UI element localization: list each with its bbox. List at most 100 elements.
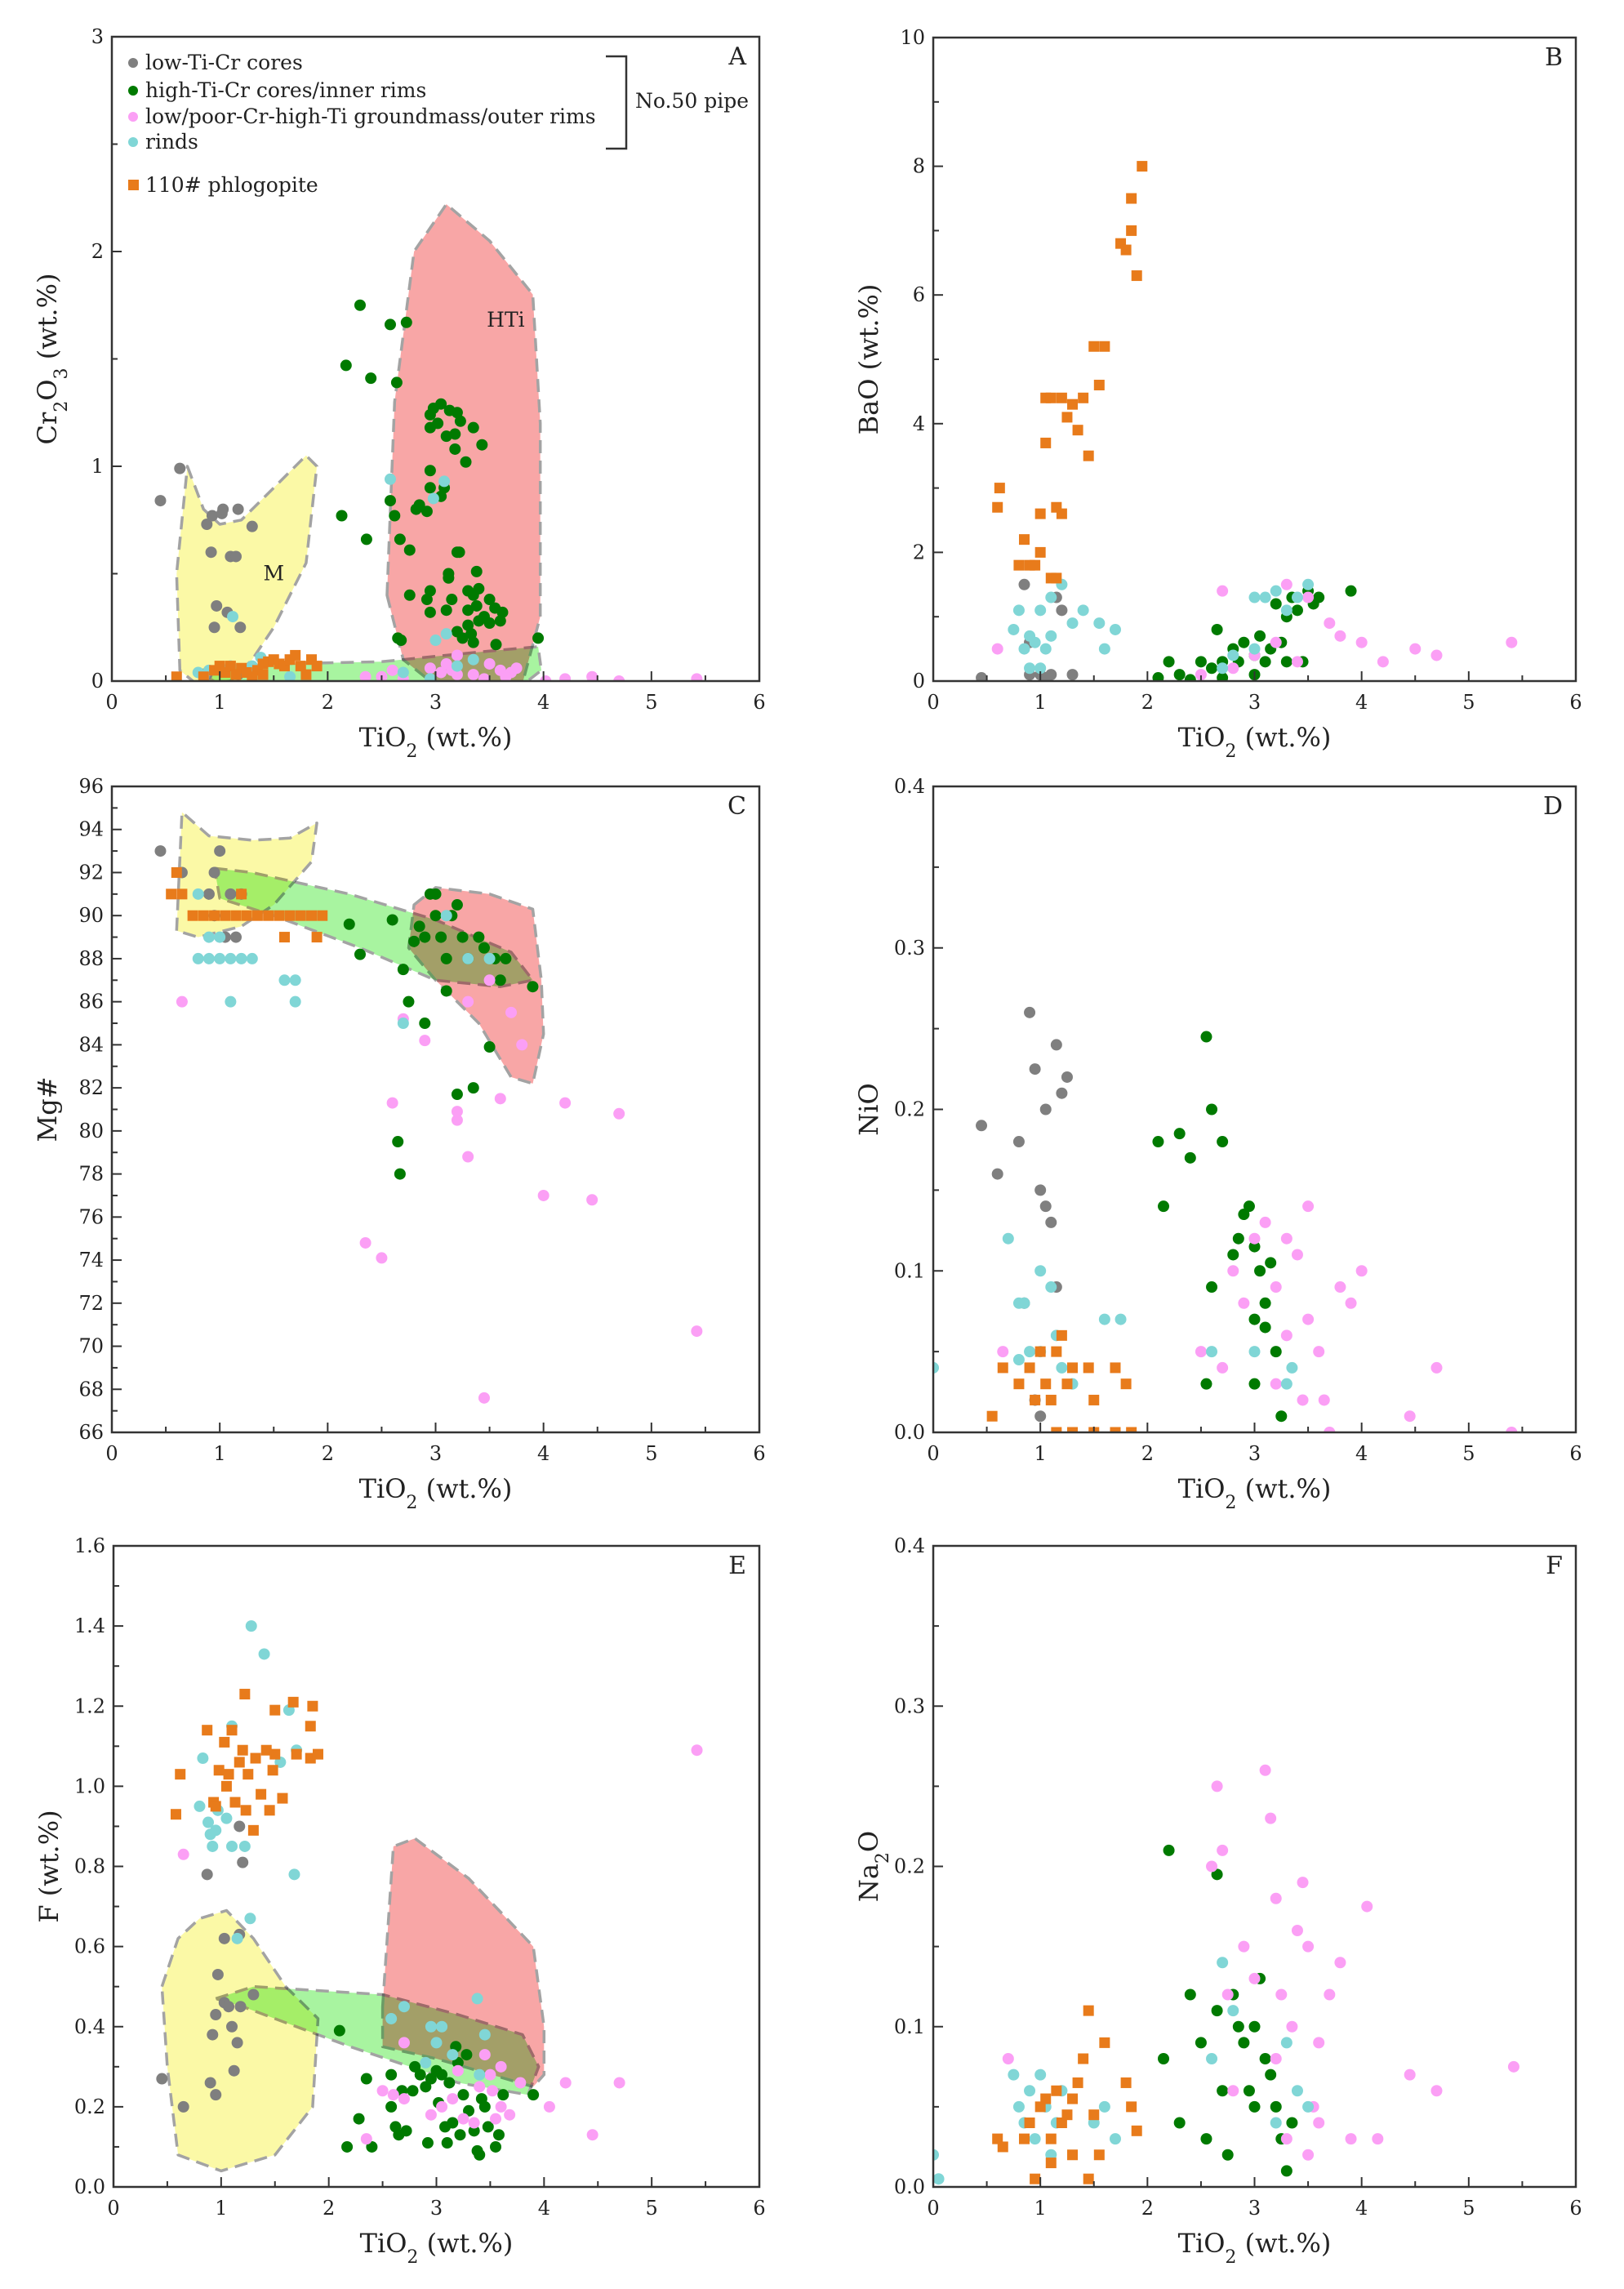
data-point-cyan [420, 2056, 432, 2069]
data-point-green [1248, 1313, 1261, 1325]
data-point-cyan [1012, 2100, 1025, 2113]
data-point-green [343, 918, 355, 930]
data-point-cyan [1302, 2100, 1315, 2113]
data-point-cyan [397, 666, 409, 679]
data-point-orange [277, 1792, 288, 1804]
field-label: M [263, 561, 284, 585]
label-part: TiO [359, 1473, 407, 1504]
legend-marker-circle [128, 86, 138, 96]
data-point-green [400, 316, 412, 328]
x-tick-label: 4 [538, 2197, 550, 2220]
data-point-orange [1088, 341, 1100, 352]
data-point-pink [1377, 656, 1389, 668]
data-point-green [474, 2149, 486, 2161]
data-point-green [1200, 1378, 1212, 1390]
data-point-orange [1126, 225, 1137, 236]
x-tick-label: 0 [107, 2197, 119, 2220]
data-point-green [1200, 2133, 1212, 2145]
data-point-green [424, 465, 436, 477]
legend-label: 110# phlogopite [145, 173, 318, 197]
x-tick-label: 5 [646, 2197, 658, 2220]
data-point-cyan [1077, 604, 1089, 617]
data-point-cyan [1248, 643, 1261, 655]
field-green [212, 866, 535, 988]
data-point-orange [1067, 1427, 1079, 1432]
data-point-gray [226, 2020, 238, 2033]
data-point-pink [376, 2085, 389, 2097]
data-point-pink [1270, 636, 1282, 648]
data-point-cyan [1045, 1281, 1057, 1294]
data-point-orange [291, 1748, 302, 1760]
data-point-pink [1506, 1427, 1518, 1432]
data-point-green [397, 964, 409, 976]
data-point-orange [295, 661, 306, 672]
data-point-green [490, 2140, 502, 2153]
data-point-orange [229, 1797, 241, 1808]
data-point-green [463, 2104, 475, 2117]
data-point-pink [1345, 1297, 1357, 1309]
data-point-orange [1088, 1394, 1100, 1405]
data-point-pink [1227, 662, 1239, 675]
data-point-orange [1131, 2125, 1142, 2136]
data-point-pink [514, 2077, 527, 2089]
data-point-cyan [214, 931, 226, 943]
data-point-pink [1291, 656, 1303, 668]
data-point-pink [1302, 1313, 1315, 1325]
data-point-orange [1018, 2133, 1030, 2144]
data-point-green [1248, 1240, 1261, 1253]
data-point-green [1200, 1031, 1212, 1043]
data-point-green [483, 594, 496, 606]
data-point-pink [1206, 1860, 1218, 1873]
data-point-gray [1061, 1071, 1073, 1083]
data-point-pink [510, 662, 523, 675]
data-point-orange [1056, 508, 1067, 519]
data-point-cyan [278, 974, 291, 986]
data-point-orange [1072, 2077, 1083, 2088]
data-point-orange [1030, 1394, 1041, 1405]
y-tick-label: 94 [78, 818, 104, 841]
data-point-pink [398, 2093, 410, 2105]
data-point-pink [1270, 1378, 1282, 1390]
data-point-green [457, 2089, 469, 2101]
data-point-green [386, 914, 398, 926]
y-tick-label: 78 [78, 1163, 104, 1186]
data-point-gray [1018, 578, 1030, 590]
data-point-green [483, 1041, 496, 1053]
y-tick-label: 84 [78, 1033, 104, 1056]
y-tick-label: 1.0 [74, 1775, 105, 1797]
data-point-orange [1120, 1378, 1132, 1390]
label-part: (wt.%) [417, 1473, 512, 1504]
data-point-pink [359, 1236, 372, 1249]
data-point-cyan [192, 952, 204, 964]
data-point-orange [247, 671, 258, 681]
data-point-green [424, 421, 436, 434]
y-tick-label: 0.3 [894, 937, 925, 960]
points-layer [154, 845, 703, 1404]
label-part: NiO [853, 1083, 884, 1135]
data-point-pink [483, 657, 496, 670]
data-point-gray [154, 845, 167, 857]
data-point-pink [457, 2113, 469, 2125]
data-point-green [497, 2089, 509, 2101]
data-point-cyan [1280, 2037, 1293, 2049]
data-point-pink [1275, 1988, 1288, 2001]
field-red [385, 203, 542, 681]
data-point-green [470, 565, 483, 577]
data-point-gray [1066, 669, 1079, 681]
data-point-pink [177, 1848, 189, 1860]
legend-marker-circle [128, 137, 138, 147]
points-layer [156, 1620, 703, 2161]
data-point-pink [1211, 1780, 1223, 1792]
data-point-green [410, 503, 422, 515]
data-point-cyan [1018, 643, 1030, 655]
data-point-gray [210, 2009, 222, 2021]
data-point-gray [228, 2064, 240, 2077]
data-point-gray [225, 888, 237, 900]
data-point-pink [1302, 1940, 1315, 1953]
data-point-green [419, 931, 431, 943]
data-point-gray [1034, 1184, 1047, 1196]
data-point-pink [1404, 2069, 1416, 2081]
data-point-pink [1297, 1877, 1309, 1889]
data-point-pink [1318, 1394, 1330, 1406]
